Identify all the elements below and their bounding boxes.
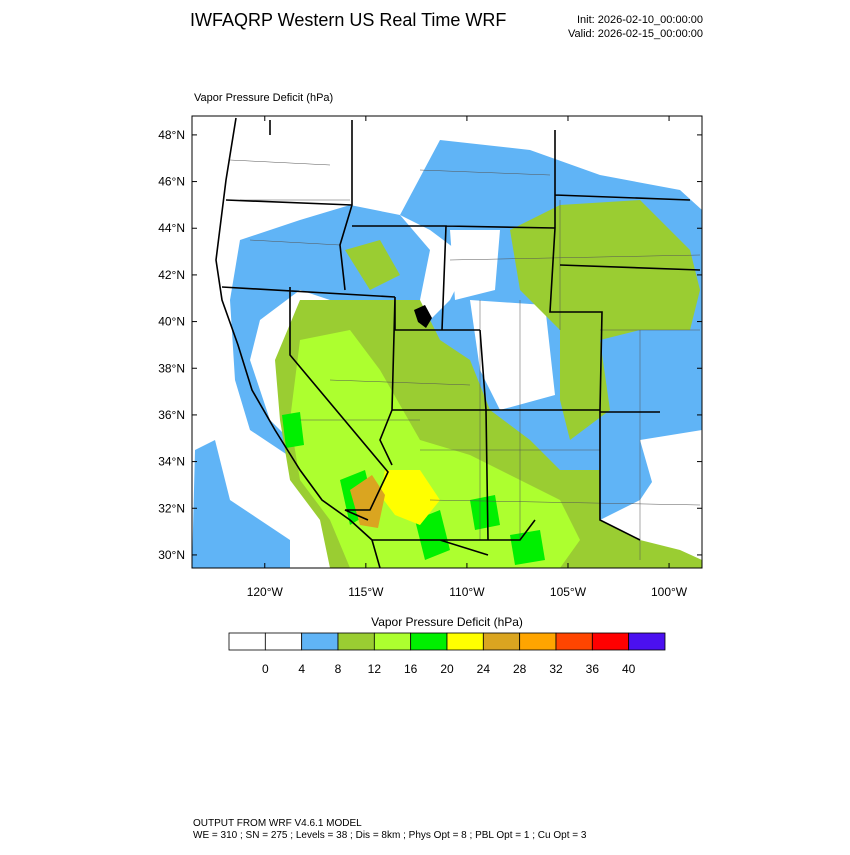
county-lines <box>229 159 701 560</box>
valid-time: Valid: 2026-02-15_00:00:00 <box>568 28 703 40</box>
colorbar-box <box>337 632 375 651</box>
coastline <box>215 117 381 568</box>
colorbar-label: 20 <box>440 662 454 676</box>
colorbar-box <box>591 632 630 651</box>
map-frame <box>191 115 703 569</box>
colorbar-box <box>482 632 521 651</box>
field-white <box>450 230 702 520</box>
colorbar-box <box>228 632 266 651</box>
lat-tick-label: 40°N <box>158 315 185 329</box>
colorbar-box <box>410 632 448 651</box>
lat-tick-label: 44°N <box>158 221 185 235</box>
field-goldenrod <box>350 475 385 528</box>
state-borders <box>221 120 701 556</box>
great-salt-lake <box>414 305 432 328</box>
lon-tick-label: 120°W <box>247 585 284 599</box>
colorbar-label: 24 <box>477 662 491 676</box>
colorbar-box <box>301 632 339 651</box>
map-subtitle: Vapor Pressure Deficit (hPa) <box>194 92 333 104</box>
footer-line: WE = 310 ; SN = 275 ; Levels = 38 ; Dis … <box>193 830 587 841</box>
lat-tick-label: 48°N <box>158 128 185 142</box>
lat-tick-label: 36°N <box>158 408 185 422</box>
map-field <box>192 116 702 568</box>
lat-tick-label: 42°N <box>158 268 185 282</box>
colorbar-label: 28 <box>513 662 527 676</box>
colorbar-box <box>519 632 557 651</box>
lat-tick-label: 30°N <box>158 548 185 562</box>
lon-tick-label: 100°W <box>651 585 688 599</box>
lat-tick-label: 46°N <box>158 175 185 189</box>
colorbar-label: 4 <box>298 662 305 676</box>
colorbar-label: 40 <box>622 662 636 676</box>
colorbar-label: 12 <box>368 662 382 676</box>
field-yellowgreen <box>345 240 400 290</box>
colorbar-label: 16 <box>404 662 418 676</box>
colorbar-box <box>446 632 484 651</box>
colorbar-label: 0 <box>262 662 269 676</box>
init-time: Init: 2026-02-10_00:00:00 <box>577 14 703 26</box>
lat-tick-label: 38°N <box>158 361 185 375</box>
colorbar-title: Vapor Pressure Deficit (hPa) <box>371 615 523 629</box>
field-yellow <box>380 470 440 525</box>
field-yellowgreen <box>510 200 700 440</box>
lat-tick-label: 32°N <box>158 501 185 515</box>
colorbar-box <box>628 632 666 651</box>
field-blue <box>192 440 290 568</box>
colorbar-box <box>555 632 593 651</box>
colorbar-box <box>373 632 412 651</box>
field-green <box>282 412 545 565</box>
colorbar-box <box>264 632 303 651</box>
lon-tick-label: 110°W <box>449 585 485 599</box>
colorbar-label: 36 <box>586 662 600 676</box>
lon-tick-label: 115°W <box>348 585 384 599</box>
colorbar-label: 8 <box>335 662 342 676</box>
title: IWFAQRP Western US Real Time WRF <box>190 10 506 30</box>
lat-tick-label: 34°N <box>158 455 185 469</box>
lon-tick-label: 105°W <box>550 585 587 599</box>
colorbar-label: 32 <box>549 662 563 676</box>
footer-line: OUTPUT FROM WRF V4.6.1 MODEL <box>193 818 362 829</box>
